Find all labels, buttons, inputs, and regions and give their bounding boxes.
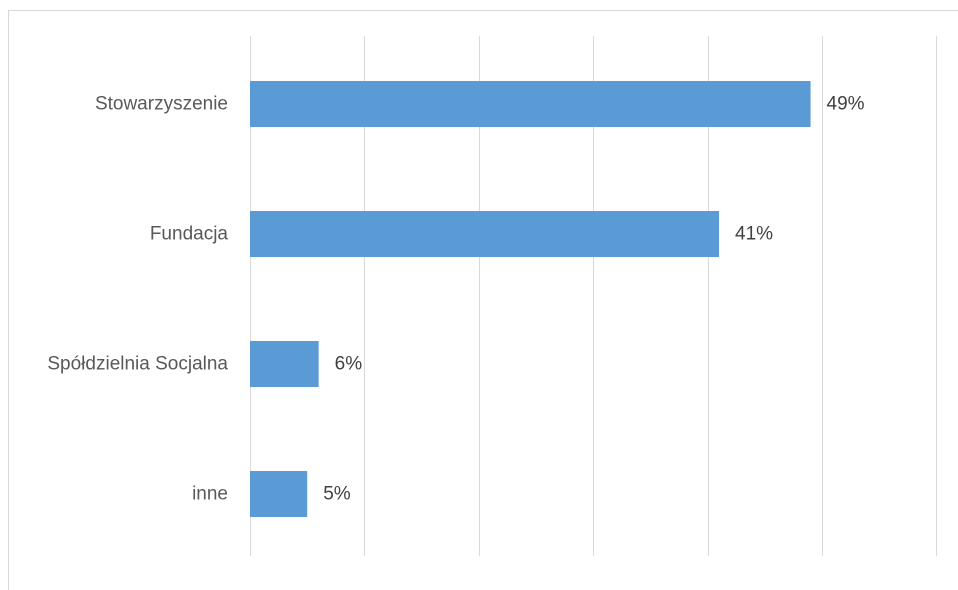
bar: [250, 341, 319, 387]
data-labels: 49% 41% 6% 5%: [323, 94, 864, 505]
category-labels: Stowarzyszenie Fundacja Spółdzielnia Socja…: [47, 94, 228, 505]
bar: [250, 211, 720, 257]
bars: [250, 81, 811, 517]
data-label: 5%: [323, 484, 351, 505]
data-label: 41%: [735, 224, 773, 245]
chart-frame: [8, 10, 958, 590]
data-label: 6%: [335, 354, 363, 375]
bar: [250, 471, 308, 517]
category-label: Fundacja: [150, 224, 229, 245]
gridlines: [250, 36, 937, 556]
category-label: Spółdzielnia Socjalna: [47, 354, 228, 375]
category-label: inne: [192, 484, 228, 505]
bar-chart: Stowarzyszenie Fundacja Spółdzielnia Socja…: [47, 36, 937, 556]
bar: [250, 81, 811, 127]
data-label: 49%: [827, 94, 865, 115]
category-label: Stowarzyszenie: [95, 94, 228, 115]
